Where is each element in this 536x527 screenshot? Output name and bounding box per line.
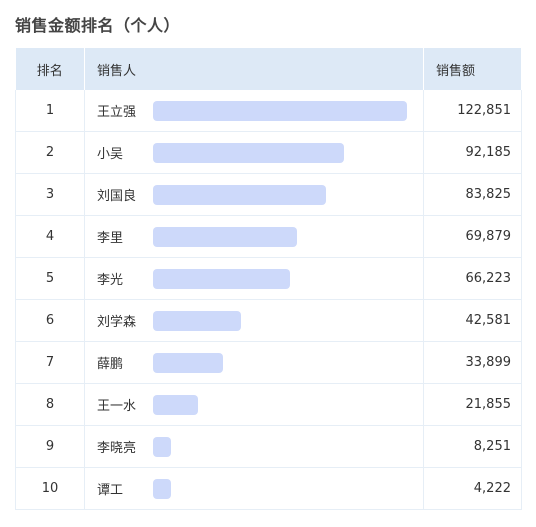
sales-bar <box>153 142 344 163</box>
amount-cell: 122,851 <box>423 90 522 132</box>
person-wrapper: 刘国良 <box>97 184 411 205</box>
amount-cell: 66,223 <box>423 257 522 300</box>
table-header-row: 排名 销售人 销售额 <box>15 48 522 90</box>
rank-cell: 6 <box>15 299 85 342</box>
person-wrapper: 小吴 <box>97 142 411 163</box>
person-name: 李晓亮 <box>97 441 137 456</box>
page-title: 销售金额排名（个人） <box>15 16 181 35</box>
person-wrapper: 薛鹏 <box>97 352 411 373</box>
rank-cell: 4 <box>15 215 85 258</box>
person-wrapper: 王一水 <box>97 394 411 415</box>
amount-cell: 33,899 <box>423 341 522 384</box>
person-wrapper: 李光 <box>97 268 411 289</box>
rank-cell: 7 <box>15 341 85 384</box>
person-wrapper: 李里 <box>97 226 411 247</box>
person-name: 薛鹏 <box>97 357 124 372</box>
person-name: 小吴 <box>97 147 124 162</box>
person-name: 李里 <box>97 231 124 246</box>
person-cell: 刘学森 <box>84 299 424 342</box>
table-row[interactable]: 9 李晓亮 8,251 <box>15 425 522 468</box>
amount-cell: 4,222 <box>423 467 522 510</box>
amount-cell: 83,825 <box>423 173 522 216</box>
sales-bar <box>153 310 241 331</box>
rank-cell: 1 <box>15 90 85 132</box>
person-cell: 王立强 <box>84 90 424 132</box>
sales-bar <box>153 268 290 289</box>
person-cell: 薛鹏 <box>84 341 424 384</box>
amount-cell: 42,581 <box>423 299 522 342</box>
table-row[interactable]: 5 李光 66,223 <box>15 257 522 300</box>
person-name: 刘学森 <box>97 315 137 330</box>
rank-cell: 9 <box>15 425 85 468</box>
amount-cell: 69,879 <box>423 215 522 258</box>
sales-bar-track <box>153 394 411 415</box>
table-body: 1 王立强 122,851 2 小吴 92,185 3 刘国良 83,825 4 李里 69,879 5… <box>15 90 522 510</box>
rank-cell: 2 <box>15 131 85 174</box>
rank-cell: 5 <box>15 257 85 300</box>
person-cell: 刘国良 <box>84 173 424 216</box>
table-row[interactable]: 1 王立强 122,851 <box>15 90 522 132</box>
person-wrapper: 谭工 <box>97 478 411 499</box>
person-cell: 谭工 <box>84 467 424 510</box>
table-row[interactable]: 3 刘国良 83,825 <box>15 173 522 216</box>
table-row[interactable]: 10 谭工 4,222 <box>15 467 522 510</box>
table-row[interactable]: 6 刘学森 42,581 <box>15 299 522 342</box>
sales-bar-track <box>153 268 411 289</box>
person-cell: 李光 <box>84 257 424 300</box>
sales-ranking-table: 排名 销售人 销售额 1 王立强 122,851 2 小吴 92,185 3 刘国良 83,82… <box>15 48 522 510</box>
column-header-amount[interactable]: 销售额 <box>423 48 522 90</box>
sales-bar-track <box>153 226 411 247</box>
table-row[interactable]: 7 薛鹏 33,899 <box>15 341 522 384</box>
person-name: 王一水 <box>97 399 137 414</box>
person-name: 李光 <box>97 273 124 288</box>
sales-bar-track <box>153 310 411 331</box>
column-header-rank[interactable]: 排名 <box>15 48 85 90</box>
table-row[interactable]: 4 李里 69,879 <box>15 215 522 258</box>
column-header-person[interactable]: 销售人 <box>84 48 424 90</box>
amount-cell: 21,855 <box>423 383 522 426</box>
sales-bar-track <box>153 184 411 205</box>
sales-bar-track <box>153 100 411 121</box>
amount-cell: 92,185 <box>423 131 522 174</box>
rank-cell: 8 <box>15 383 85 426</box>
person-wrapper: 王立强 <box>97 100 411 121</box>
sales-bar-track <box>153 142 411 163</box>
sales-bar <box>153 478 171 499</box>
rank-cell: 3 <box>15 173 85 216</box>
sales-bar <box>153 394 198 415</box>
sales-bar <box>153 100 407 121</box>
sales-bar-track <box>153 478 411 499</box>
person-wrapper: 李晓亮 <box>97 436 411 457</box>
person-cell: 王一水 <box>84 383 424 426</box>
sales-bar <box>153 226 297 247</box>
sales-bar <box>153 436 171 457</box>
person-name: 王立强 <box>97 105 137 120</box>
person-name: 谭工 <box>97 483 124 498</box>
table-row[interactable]: 8 王一水 21,855 <box>15 383 522 426</box>
person-cell: 小吴 <box>84 131 424 174</box>
table-row[interactable]: 2 小吴 92,185 <box>15 131 522 174</box>
sales-bar <box>153 352 223 373</box>
person-cell: 李里 <box>84 215 424 258</box>
sales-bar-track <box>153 436 411 457</box>
person-name: 刘国良 <box>97 189 137 204</box>
sales-bar <box>153 184 326 205</box>
rank-cell: 10 <box>15 467 85 510</box>
sales-bar-track <box>153 352 411 373</box>
amount-cell: 8,251 <box>423 425 522 468</box>
person-wrapper: 刘学森 <box>97 310 411 331</box>
person-cell: 李晓亮 <box>84 425 424 468</box>
